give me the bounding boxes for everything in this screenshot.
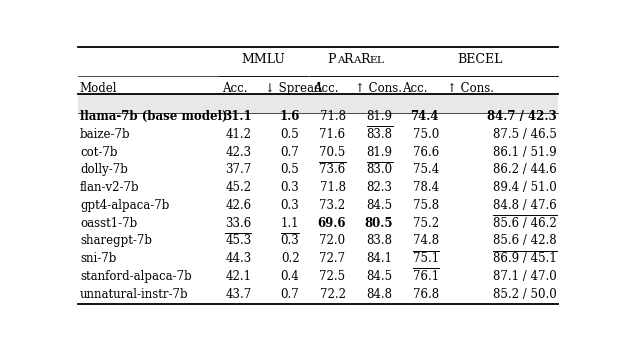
Text: 80.5: 80.5 <box>364 217 392 230</box>
Text: ↑ Cons.: ↑ Cons. <box>355 82 402 95</box>
Text: 0.2: 0.2 <box>281 252 299 265</box>
Text: MMLU: MMLU <box>241 53 285 66</box>
Text: 37.7: 37.7 <box>225 163 252 176</box>
Text: 0.4: 0.4 <box>281 270 299 283</box>
Text: 45.3: 45.3 <box>225 234 252 247</box>
Text: 84.5: 84.5 <box>366 199 392 212</box>
Text: 75.8: 75.8 <box>413 199 439 212</box>
Text: R: R <box>360 53 370 66</box>
Text: baize-7b: baize-7b <box>80 128 131 141</box>
Text: 86.1 / 51.9: 86.1 / 51.9 <box>494 146 557 159</box>
Text: 83.8: 83.8 <box>366 234 392 247</box>
Text: Acc.: Acc. <box>402 82 428 95</box>
Text: 75.1: 75.1 <box>413 252 439 265</box>
Text: 71.8: 71.8 <box>320 181 345 194</box>
Text: P: P <box>327 53 335 66</box>
Text: 84.8 / 47.6: 84.8 / 47.6 <box>494 199 557 212</box>
Text: 83.0: 83.0 <box>366 163 392 176</box>
Text: 71.8: 71.8 <box>320 110 345 123</box>
Text: oasst1-7b: oasst1-7b <box>80 217 137 230</box>
Text: gpt4-alpaca-7b: gpt4-alpaca-7b <box>80 199 169 212</box>
Text: dolly-7b: dolly-7b <box>80 163 128 176</box>
Text: ↓ Spread: ↓ Spread <box>265 82 321 95</box>
Text: unnatural-instr-7b: unnatural-instr-7b <box>80 288 188 301</box>
Text: 84.1: 84.1 <box>366 252 392 265</box>
Text: 1.6: 1.6 <box>279 110 299 123</box>
Text: 72.7: 72.7 <box>319 252 345 265</box>
Text: 89.4 / 51.0: 89.4 / 51.0 <box>494 181 557 194</box>
Text: 83.8: 83.8 <box>366 128 392 141</box>
Text: Model: Model <box>80 82 117 95</box>
Text: 84.7 / 42.3: 84.7 / 42.3 <box>487 110 557 123</box>
Text: 72.2: 72.2 <box>320 288 345 301</box>
Text: 0.7: 0.7 <box>281 146 299 159</box>
Text: 74.4: 74.4 <box>410 110 439 123</box>
Text: stanford-alpaca-7b: stanford-alpaca-7b <box>80 270 192 283</box>
Text: 75.4: 75.4 <box>412 163 439 176</box>
Text: sni-7b: sni-7b <box>80 252 117 265</box>
Text: 84.8: 84.8 <box>366 288 392 301</box>
Text: 75.2: 75.2 <box>413 217 439 230</box>
Text: 1.1: 1.1 <box>281 217 299 230</box>
Text: 31.1: 31.1 <box>223 110 252 123</box>
Text: 42.3: 42.3 <box>225 146 252 159</box>
Text: 69.6: 69.6 <box>317 217 345 230</box>
Text: 75.0: 75.0 <box>412 128 439 141</box>
Text: flan-v2-7b: flan-v2-7b <box>80 181 140 194</box>
Text: ↑ Cons.: ↑ Cons. <box>448 82 495 95</box>
Bar <box>78 94 558 113</box>
Text: 33.6: 33.6 <box>225 217 252 230</box>
Text: 42.6: 42.6 <box>225 199 252 212</box>
Text: 72.5: 72.5 <box>319 270 345 283</box>
Text: BECEL: BECEL <box>457 53 502 66</box>
Text: 86.9 / 45.1: 86.9 / 45.1 <box>494 252 557 265</box>
Text: 81.9: 81.9 <box>366 110 392 123</box>
Text: Acc.: Acc. <box>222 82 247 95</box>
Text: 87.5 / 46.5: 87.5 / 46.5 <box>493 128 557 141</box>
Text: Acc.: Acc. <box>313 82 339 95</box>
Text: 85.2 / 50.0: 85.2 / 50.0 <box>494 288 557 301</box>
Text: 0.5: 0.5 <box>281 163 299 176</box>
Text: cot-7b: cot-7b <box>80 146 117 159</box>
Text: sharegpt-7b: sharegpt-7b <box>80 234 152 247</box>
Text: L: L <box>376 56 383 65</box>
Text: A: A <box>353 56 361 65</box>
Text: 78.4: 78.4 <box>413 181 439 194</box>
Text: 76.1: 76.1 <box>413 270 439 283</box>
Text: 85.6 / 42.8: 85.6 / 42.8 <box>494 234 557 247</box>
Text: 43.7: 43.7 <box>225 288 252 301</box>
Text: 0.5: 0.5 <box>281 128 299 141</box>
Text: 71.6: 71.6 <box>319 128 345 141</box>
Text: 0.3: 0.3 <box>281 181 299 194</box>
Text: 0.3: 0.3 <box>281 234 299 247</box>
Text: 76.6: 76.6 <box>412 146 439 159</box>
Text: 73.6: 73.6 <box>319 163 345 176</box>
Text: llama-7b (base model): llama-7b (base model) <box>80 110 228 123</box>
Text: 84.5: 84.5 <box>366 270 392 283</box>
Text: 81.9: 81.9 <box>366 146 392 159</box>
Text: 73.2: 73.2 <box>319 199 345 212</box>
Text: E: E <box>370 56 377 65</box>
Text: 0.3: 0.3 <box>281 199 299 212</box>
Text: 85.6 / 46.2: 85.6 / 46.2 <box>494 217 557 230</box>
Text: 70.5: 70.5 <box>319 146 345 159</box>
Text: 42.1: 42.1 <box>226 270 252 283</box>
Text: 74.8: 74.8 <box>413 234 439 247</box>
Text: 44.3: 44.3 <box>225 252 252 265</box>
Text: 0.7: 0.7 <box>281 288 299 301</box>
Text: R: R <box>343 53 353 66</box>
Text: 41.2: 41.2 <box>226 128 252 141</box>
Text: 72.0: 72.0 <box>319 234 345 247</box>
Text: 82.3: 82.3 <box>366 181 392 194</box>
Text: 45.2: 45.2 <box>225 181 252 194</box>
Text: 86.2 / 44.6: 86.2 / 44.6 <box>494 163 557 176</box>
Text: 76.8: 76.8 <box>413 288 439 301</box>
Text: A: A <box>337 56 344 65</box>
Text: 87.1 / 47.0: 87.1 / 47.0 <box>494 270 557 283</box>
